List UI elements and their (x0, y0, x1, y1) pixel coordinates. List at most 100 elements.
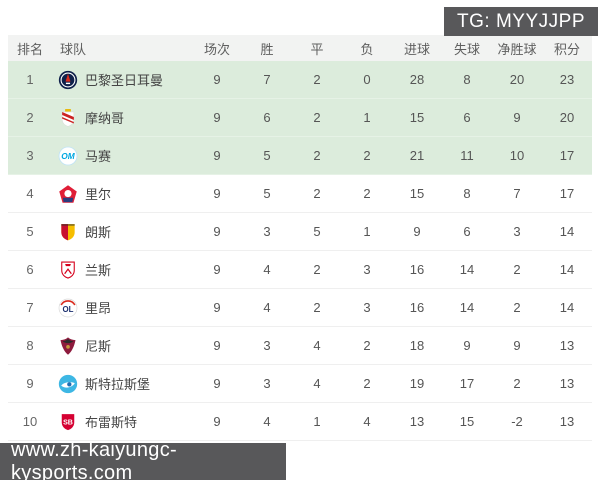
table-row[interactable]: 1 巴黎圣日耳曼 9 7 2 0 28 8 20 23 (8, 61, 592, 99)
svg-text:OL: OL (63, 304, 74, 313)
stat-goal-diff: -2 (511, 414, 523, 429)
team-cell: 朗斯 (52, 222, 192, 242)
rank-cell: 8 (26, 338, 34, 353)
stat-goals-against: 6 (463, 224, 471, 239)
stat-goals-against: 9 (463, 338, 471, 353)
stat-goals-for: 19 (409, 376, 425, 391)
stat-goals-against: 8 (463, 186, 471, 201)
stat-goals-against: 8 (463, 72, 471, 87)
header-cell-draws: 平 (310, 41, 324, 57)
stat-goals-against: 11 (460, 148, 474, 163)
stat-played: 9 (213, 376, 221, 391)
stat-played: 9 (213, 224, 221, 239)
stat-goal-diff: 2 (513, 300, 521, 315)
site-url-badge: www.zh-kaiyungc-kysports.com (0, 439, 286, 484)
stat-goals-for: 9 (413, 224, 421, 239)
lille-crest-icon (58, 184, 78, 204)
site-url-text: www.zh-kaiyungc-kysports.com (11, 438, 177, 484)
stat-played: 9 (213, 110, 221, 125)
table-header: 排名 球队 场次 胜 平 负 进球 失球 净胜球 积分 (8, 35, 592, 61)
stat-goals-for: 28 (409, 72, 425, 87)
table-row[interactable]: 10 SB 布雷斯特 9 4 1 4 13 15 -2 13 (8, 403, 592, 441)
team-name: 尼斯 (85, 339, 112, 354)
stat-draws: 4 (313, 376, 321, 391)
stat-points: 13 (559, 338, 575, 353)
stat-wins: 4 (263, 414, 271, 429)
stat-wins: 3 (263, 338, 271, 353)
stat-losses: 2 (363, 148, 371, 163)
team-name: 里尔 (85, 187, 112, 202)
rank-cell: 7 (26, 300, 34, 315)
stat-goals-for: 15 (409, 110, 425, 125)
reims-crest-icon (58, 260, 78, 280)
stat-goal-diff: 7 (513, 186, 521, 201)
stat-losses: 1 (363, 110, 371, 125)
stat-wins: 6 (263, 110, 271, 125)
table-row[interactable]: 8 尼斯 9 3 4 2 18 9 9 13 (8, 327, 592, 365)
table-row[interactable]: 2 摩纳哥 9 6 2 1 15 6 9 20 (8, 99, 592, 137)
header-cell-losses: 负 (360, 41, 374, 57)
stat-draws: 2 (313, 186, 321, 201)
stat-wins: 3 (263, 376, 271, 391)
team-cell: 巴黎圣日耳曼 (52, 70, 192, 90)
stat-goal-diff: 9 (513, 338, 521, 353)
team-name: 布雷斯特 (85, 415, 138, 430)
standings-table-body: 1 巴黎圣日耳曼 9 7 2 0 28 8 20 23 2 摩纳哥 9 6 2 1 15 6 9 20 3 OM 马赛 9 5 2… (8, 61, 592, 441)
stat-goal-diff: 3 (513, 224, 521, 239)
table-row[interactable]: 3 OM 马赛 9 5 2 2 21 11 10 17 (8, 137, 592, 175)
stat-points: 14 (559, 300, 575, 315)
stat-draws: 5 (313, 224, 321, 239)
stat-points: 13 (559, 414, 575, 429)
nice-crest-icon (58, 336, 78, 356)
stat-goals-for: 15 (409, 186, 425, 201)
tg-contact-badge: TG: MYYJJPP (444, 7, 598, 36)
svg-text:OM: OM (61, 150, 75, 160)
rank-cell: 10 (22, 414, 38, 429)
stat-draws: 2 (313, 148, 321, 163)
lyon-crest-icon: OL (58, 298, 78, 318)
header-cell-goals-for: 进球 (403, 41, 430, 57)
table-row[interactable]: 7 OL 里昂 9 4 2 3 16 14 2 14 (8, 289, 592, 327)
table-row[interactable]: 6 兰斯 9 4 2 3 16 14 2 14 (8, 251, 592, 289)
table-row[interactable]: 5 朗斯 9 3 5 1 9 6 3 14 (8, 213, 592, 251)
rank-cell: 5 (26, 224, 34, 239)
stat-played: 9 (213, 414, 221, 429)
header-cell-team: 球队 (60, 41, 87, 57)
header-cell-wins: 胜 (260, 41, 274, 57)
stat-points: 13 (559, 376, 575, 391)
rank-cell: 3 (26, 148, 34, 163)
stat-draws: 4 (313, 338, 321, 353)
stat-goals-against: 14 (459, 262, 475, 277)
table-row[interactable]: 4 里尔 9 5 2 2 15 8 7 17 (8, 175, 592, 213)
stat-played: 9 (213, 186, 221, 201)
header-cell-played: 场次 (203, 41, 230, 57)
strasbourg-crest-icon (58, 374, 78, 394)
team-cell: 兰斯 (52, 260, 192, 280)
stat-goals-against: 15 (459, 414, 475, 429)
stat-losses: 3 (363, 300, 371, 315)
stat-wins: 4 (263, 262, 271, 277)
stat-losses: 3 (363, 262, 371, 277)
svg-text:SB: SB (63, 418, 73, 426)
stat-goal-diff: 9 (513, 110, 521, 125)
team-cell: 尼斯 (52, 336, 192, 356)
stat-points: 17 (559, 186, 575, 201)
team-name: 朗斯 (85, 225, 112, 240)
stat-draws: 2 (313, 300, 321, 315)
team-name: 马赛 (85, 149, 112, 164)
header-cell-points: 积分 (553, 41, 580, 57)
team-cell: 斯特拉斯堡 (52, 374, 192, 394)
team-name: 巴黎圣日耳曼 (85, 73, 164, 88)
rank-cell: 4 (26, 186, 34, 201)
rank-cell: 2 (26, 110, 34, 125)
standings-table: 排名 球队 场次胜平负进球 失球 净胜球 积分 1 巴黎圣日耳曼 9 7 2 0 28 8 20 23 2 摩纳… (8, 35, 592, 441)
stat-goals-against: 17 (459, 376, 475, 391)
stat-draws: 1 (313, 414, 321, 429)
stat-goal-diff: 2 (513, 376, 521, 391)
team-cell: OL 里昂 (52, 298, 192, 318)
stat-draws: 2 (313, 72, 321, 87)
rank-cell: 9 (26, 376, 34, 391)
table-row[interactable]: 9 斯特拉斯堡 9 3 4 2 19 17 2 13 (8, 365, 592, 403)
team-name: 斯特拉斯堡 (85, 377, 151, 392)
